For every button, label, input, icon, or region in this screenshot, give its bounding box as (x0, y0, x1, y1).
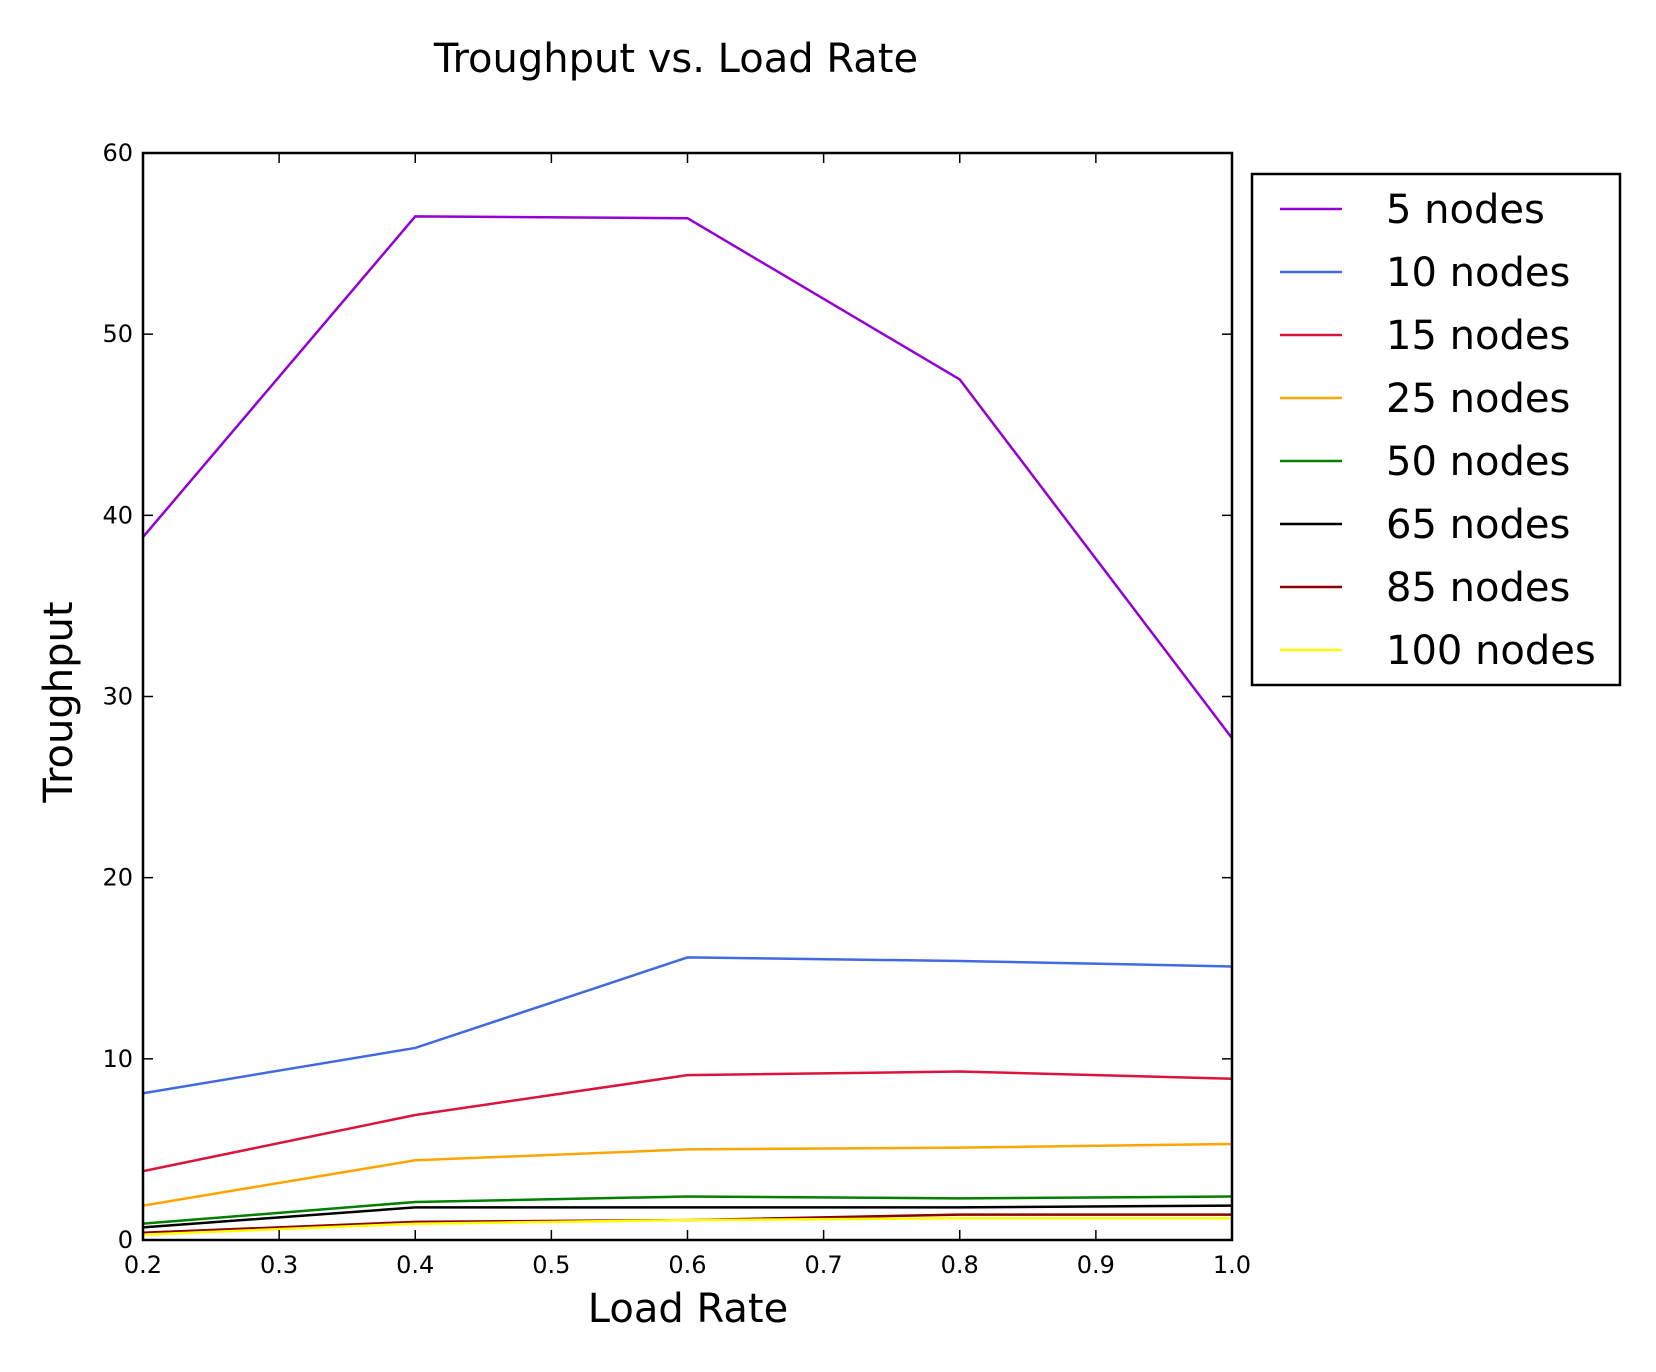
x-tick-label: 0.6 (668, 1251, 706, 1279)
x-tick-label: 0.3 (260, 1251, 298, 1279)
y-tick-label: 0 (118, 1226, 133, 1254)
x-axis-label: Load Rate (588, 1286, 788, 1332)
x-tick-label: 0.2 (124, 1251, 162, 1279)
x-tick-label: 1.0 (1213, 1251, 1251, 1279)
series-line-15-nodes (143, 1070, 1232, 1173)
series-line-50-nodes (143, 1195, 1232, 1225)
legend-label-25-nodes: 25 nodes (1386, 376, 1570, 422)
legend-label-85-nodes: 85 nodes (1386, 565, 1570, 611)
legend-label-100-nodes: 100 nodes (1386, 628, 1596, 674)
y-tick-label: 30 (102, 683, 133, 711)
legend: 5 nodes 10 nodes 15 nodes 25 nodes 50 nodes 6… (1250, 172, 1622, 687)
series-line-65-nodes (143, 1204, 1232, 1229)
legend-label-15-nodes: 15 nodes (1386, 313, 1570, 359)
legend-box (1250, 172, 1622, 687)
y-tick-label: 20 (102, 864, 133, 892)
legend-label-10-nodes: 10 nodes (1386, 250, 1570, 296)
series-lines (143, 215, 1232, 1236)
legend-label-5-nodes: 5 nodes (1386, 187, 1545, 233)
series-line-10-nodes (143, 956, 1232, 1095)
y-tick-label: 10 (102, 1045, 133, 1073)
y-tick-label: 60 (102, 139, 133, 167)
x-tick-label: 0.5 (532, 1251, 570, 1279)
y-tick-label: 40 (102, 501, 133, 529)
series-line-5-nodes (143, 215, 1232, 739)
chart-title: Troughput vs. Load Rate (433, 36, 918, 82)
x-tick-label: 0.7 (805, 1251, 843, 1279)
plot-area: 0.2 0.3 0.4 0.5 0.6 0.7 0.8 0.9 1.0 0 10 20 30 40 50 60 (102, 139, 1251, 1279)
x-tick-label: 0.4 (396, 1251, 434, 1279)
x-tick-label: 0.9 (1077, 1251, 1115, 1279)
series-line-100-nodes (143, 1217, 1232, 1236)
y-axis-label: Troughput (36, 601, 82, 803)
legend-label-65-nodes: 65 nodes (1386, 502, 1570, 548)
y-tick-label: 50 (102, 320, 133, 348)
series-line-25-nodes (143, 1142, 1232, 1207)
x-tick-label: 0.8 (941, 1251, 979, 1279)
legend-label-50-nodes: 50 nodes (1386, 439, 1570, 485)
